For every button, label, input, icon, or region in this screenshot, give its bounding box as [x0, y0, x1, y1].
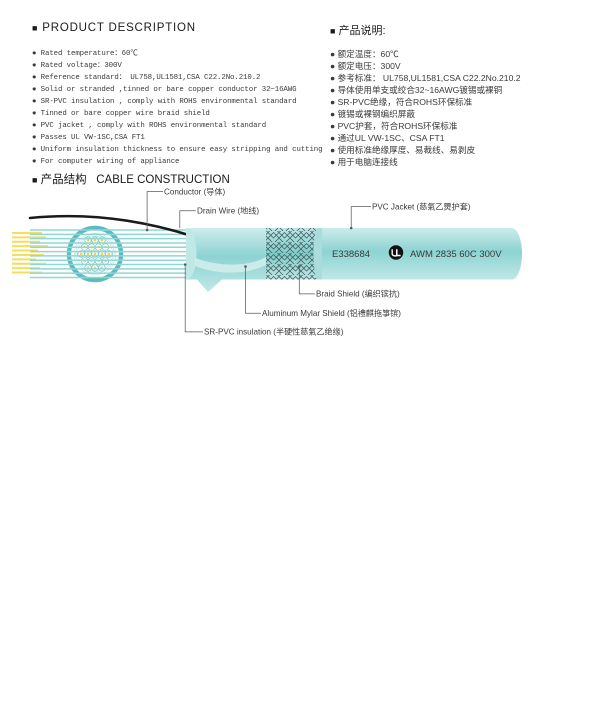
svg-text:E338684: E338684 — [332, 249, 370, 260]
svg-text:Conductor (导体): Conductor (导体) — [164, 186, 225, 196]
svg-text:Braid Shield (编织镔抗): Braid Shield (编织镔抗) — [316, 289, 400, 299]
svg-text:Drain Wire (地线): Drain Wire (地线) — [197, 205, 259, 215]
svg-text:PVC Jacket (慈氣乙燛护套): PVC Jacket (慈氣乙燛护套) — [372, 201, 471, 211]
svg-text:SR-PVC insulation (半硬性慈氣乙绝缘): SR-PVC insulation (半硬性慈氣乙绝缘) — [204, 327, 344, 337]
svg-text:Aluminum Mylar Shield (铝禮麒拖箏镔): Aluminum Mylar Shield (铝禮麒拖箏镔) — [262, 308, 401, 318]
svg-text:AWM 2835 60C 300V: AWM 2835 60C 300V — [410, 249, 502, 260]
